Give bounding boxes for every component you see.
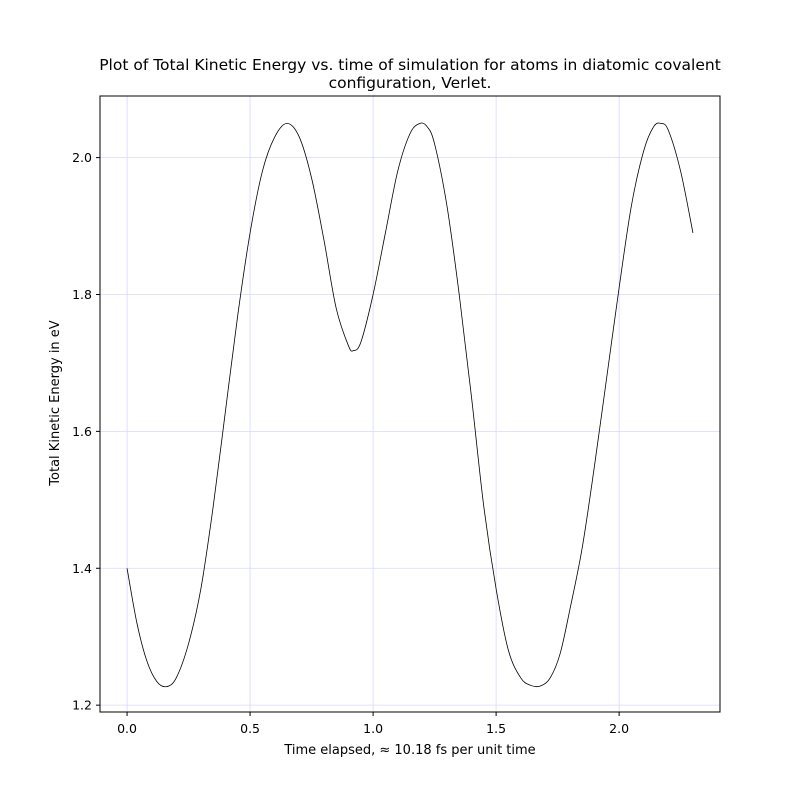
x-tick-label: 0.5: [240, 721, 260, 736]
x-tick-label: 1.0: [363, 721, 383, 736]
y-tick-label: 2.0: [72, 150, 92, 165]
y-axis-label: Total Kinetic Energy in eV: [48, 320, 63, 486]
x-tick-label: 0.0: [117, 721, 137, 736]
x-tick-label: 1.5: [486, 721, 506, 736]
x-axis-label: Time elapsed, ≈ 10.18 fs per unit time: [283, 743, 535, 758]
plot-area: [126, 122, 694, 688]
plot-frame: [99, 95, 721, 713]
y-tick-label: 1.8: [72, 287, 92, 302]
chart-title-line-1: Plot of Total Kinetic Energy vs. time of…: [99, 56, 721, 74]
grid: [100, 96, 720, 712]
y-tick-label: 1.2: [72, 698, 92, 713]
y-tick-label: 1.6: [72, 424, 92, 439]
chart-title-line-2: configuration, Verlet.: [329, 74, 492, 92]
axes: 0.0 0.5 1.0 1.5 2.0 1.2 1.4 1.6 1.8 2.0: [72, 95, 721, 736]
series-line: [126, 122, 694, 688]
x-tick-label: 2.0: [609, 721, 629, 736]
y-tick-label: 1.4: [72, 561, 92, 576]
